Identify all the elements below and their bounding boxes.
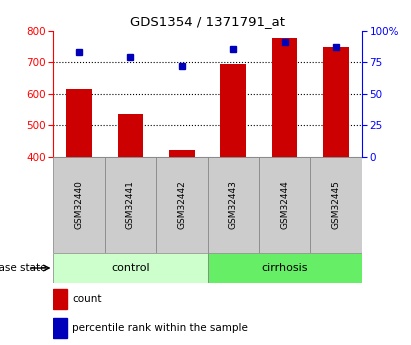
- Bar: [156, 157, 208, 253]
- Text: disease state: disease state: [0, 263, 49, 273]
- Bar: [220, 64, 246, 157]
- Bar: [208, 157, 259, 253]
- Text: GSM32440: GSM32440: [75, 181, 83, 229]
- Text: GSM32444: GSM32444: [280, 181, 289, 229]
- Text: GSM32442: GSM32442: [178, 181, 186, 229]
- Bar: [118, 114, 143, 157]
- Bar: [208, 253, 362, 283]
- Bar: [53, 253, 208, 283]
- Bar: [105, 157, 156, 253]
- Text: GSM32445: GSM32445: [332, 181, 340, 229]
- Text: cirrhosis: cirrhosis: [261, 263, 308, 273]
- Text: GSM32443: GSM32443: [229, 181, 238, 229]
- Bar: [53, 318, 67, 338]
- Bar: [169, 150, 195, 157]
- Bar: [259, 157, 310, 253]
- Bar: [66, 89, 92, 157]
- Bar: [272, 38, 298, 157]
- Bar: [53, 288, 67, 309]
- Text: count: count: [72, 294, 102, 304]
- Bar: [323, 47, 349, 157]
- Bar: [310, 157, 362, 253]
- Text: control: control: [111, 263, 150, 273]
- Bar: [53, 157, 105, 253]
- Text: percentile rank within the sample: percentile rank within the sample: [72, 323, 248, 333]
- Title: GDS1354 / 1371791_at: GDS1354 / 1371791_at: [130, 16, 285, 29]
- Text: GSM32441: GSM32441: [126, 181, 135, 229]
